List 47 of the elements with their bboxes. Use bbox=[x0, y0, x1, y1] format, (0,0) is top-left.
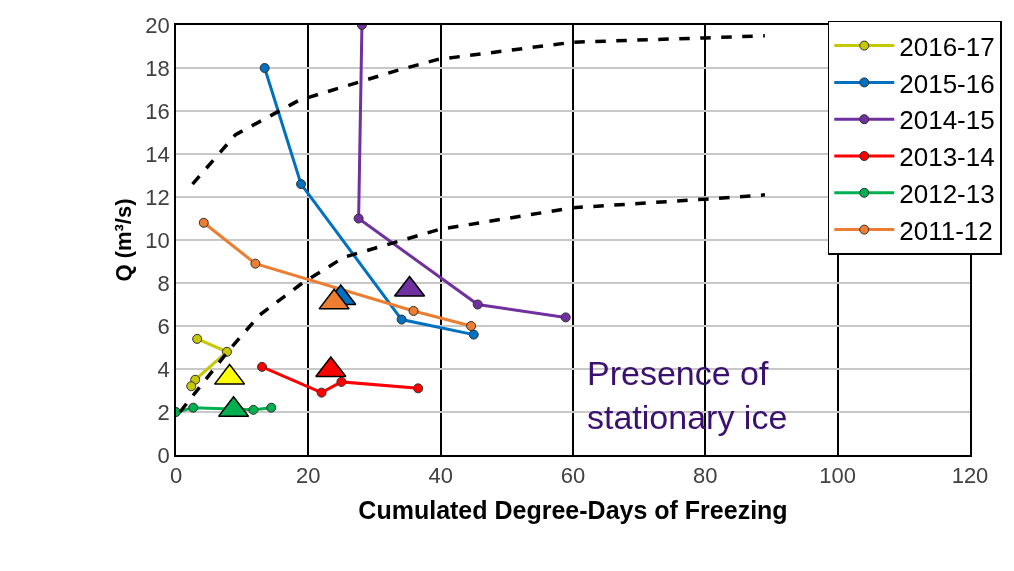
annotation: Presence of stationary ice bbox=[587, 354, 788, 437]
point bbox=[192, 333, 203, 344]
x-tick-label: 100 bbox=[819, 463, 857, 489]
y-tick-label: 12 bbox=[145, 184, 170, 210]
legend-label: 2014-15 bbox=[899, 105, 995, 136]
legend-label: 2011-12 bbox=[899, 215, 993, 246]
point bbox=[466, 321, 477, 331]
x-tick-label: 120 bbox=[951, 463, 989, 489]
point bbox=[221, 346, 232, 357]
point bbox=[336, 376, 347, 387]
x-tick-label: 80 bbox=[693, 463, 718, 489]
point bbox=[316, 387, 327, 398]
x-axis-title: Cumulated Degree-Days of Freezing bbox=[358, 495, 788, 524]
y-tick-label: 16 bbox=[145, 98, 170, 124]
x-tick-label: 60 bbox=[560, 463, 586, 489]
point bbox=[560, 312, 571, 323]
point bbox=[250, 258, 261, 269]
x-tick-label: 40 bbox=[428, 463, 453, 489]
point bbox=[296, 179, 307, 190]
y-tick-label: 20 bbox=[145, 12, 170, 38]
legend-label: 2012-13 bbox=[899, 178, 995, 209]
point bbox=[468, 329, 479, 340]
y-axis-title: Q (m³/s) bbox=[110, 198, 136, 282]
legend-label: 2013-14 bbox=[899, 142, 995, 173]
point bbox=[188, 402, 199, 413]
point bbox=[396, 314, 407, 325]
point bbox=[266, 402, 277, 413]
point bbox=[257, 361, 268, 372]
point bbox=[186, 381, 197, 392]
point bbox=[259, 63, 270, 73]
point bbox=[408, 305, 419, 316]
y-tick-label: 8 bbox=[157, 270, 170, 296]
y-tick-label: 10 bbox=[145, 227, 170, 253]
y-tick-label: 0 bbox=[157, 442, 170, 468]
y-tick-label: 18 bbox=[145, 55, 170, 81]
y-tick-label: 4 bbox=[157, 356, 170, 382]
y-tick-label: 6 bbox=[157, 313, 170, 339]
point bbox=[413, 383, 424, 394]
legend-label: 2016-17 bbox=[899, 31, 995, 62]
point bbox=[472, 299, 483, 310]
y-tick-label: 14 bbox=[145, 141, 170, 167]
legend-label: 2015-16 bbox=[899, 68, 995, 99]
x-tick-label: 20 bbox=[296, 463, 321, 489]
point bbox=[248, 404, 259, 415]
point bbox=[353, 213, 364, 224]
point bbox=[198, 217, 209, 228]
y-tick-label: 2 bbox=[157, 399, 170, 425]
